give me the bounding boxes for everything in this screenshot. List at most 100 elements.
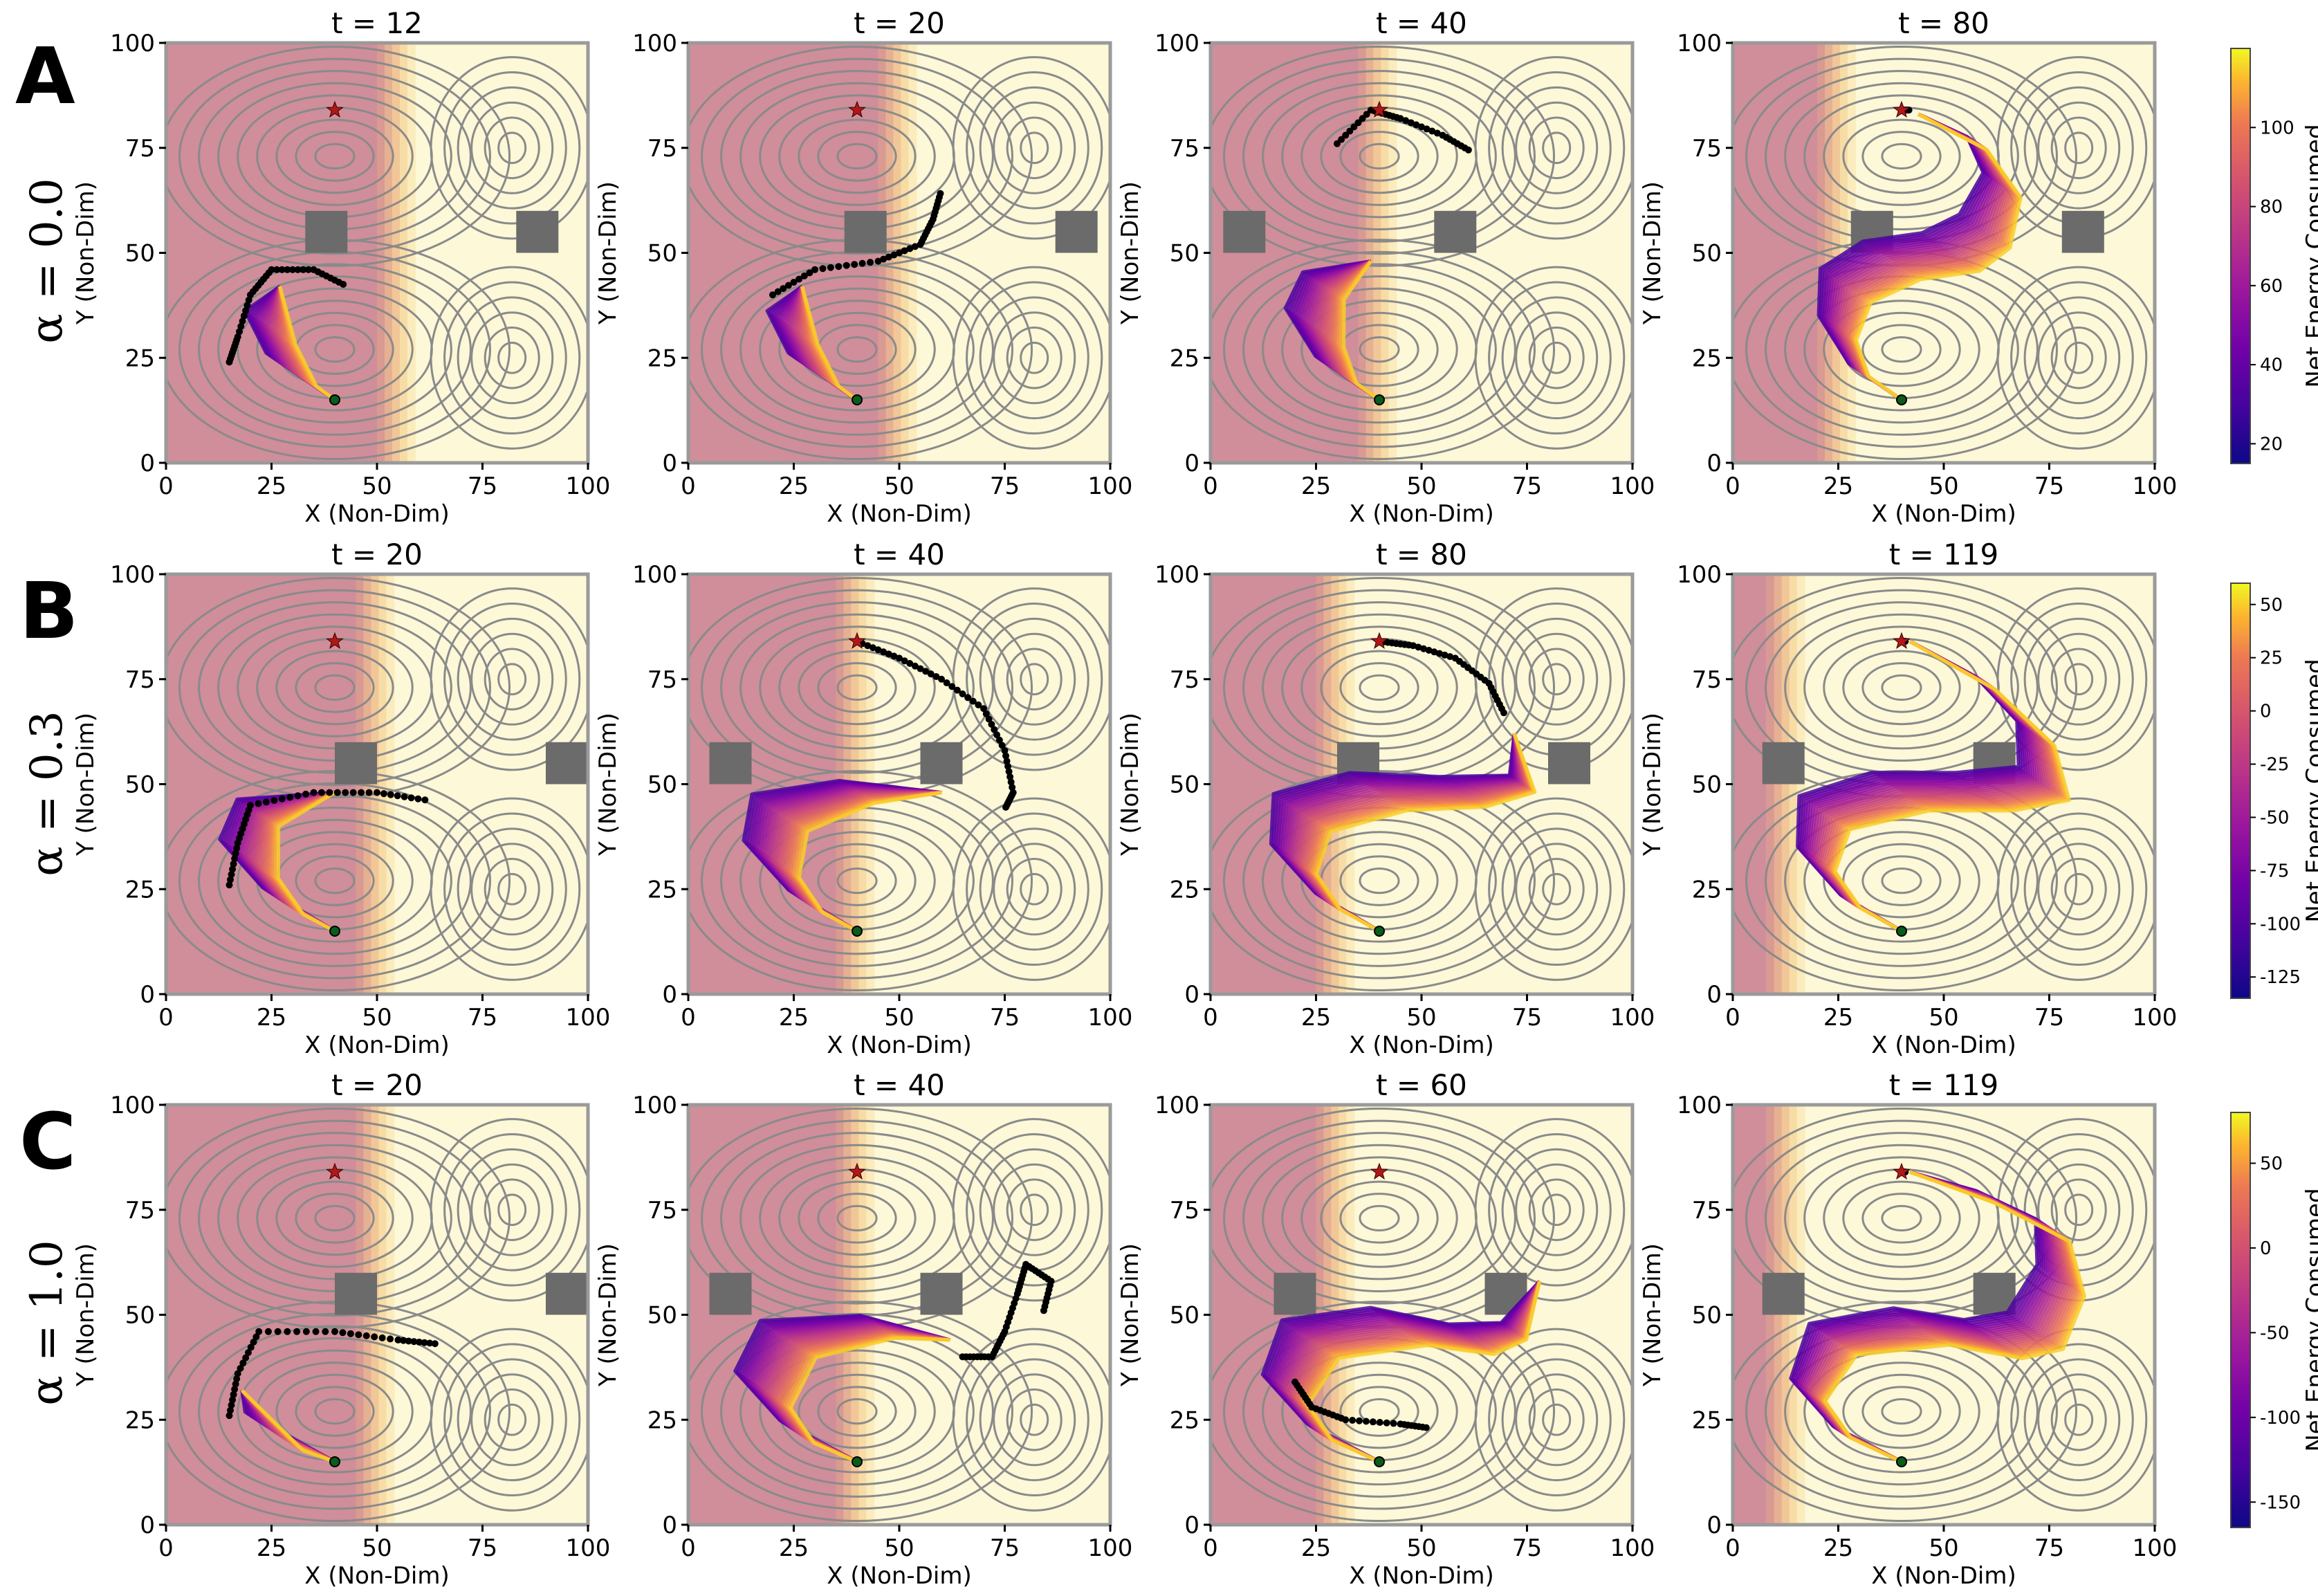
goal-marker (848, 1162, 866, 1180)
streamline (1020, 1403, 1049, 1436)
frontier-point (234, 1370, 241, 1377)
y-tick-label: 75 (1692, 135, 1722, 163)
streamline (1515, 101, 1599, 194)
start-marker (1374, 394, 1385, 405)
streamline (966, 1343, 1103, 1497)
streamline (1861, 131, 1942, 182)
x-axis-label: X (Non-Dim) (827, 1562, 971, 1590)
goal-marker (326, 1162, 344, 1180)
panel-b-1: 00 25 25 50 50 75 75 100 100 X (Non-Dim) Y (Non-Di… (72, 538, 610, 1059)
x-axis-label: X (Non-Dim) (827, 500, 971, 528)
x-tick-label: 75 (468, 473, 497, 500)
colorbar-b: -125 -100 -75 -50 -25 0 25 50 Net Energy Consume… (2230, 583, 2318, 999)
streamline (484, 648, 540, 710)
trajectory-plume (243, 285, 336, 402)
energy-shade-band (378, 1105, 387, 1525)
streamline (966, 281, 1103, 435)
x-tick-label: 50 (1406, 473, 1436, 500)
streamline (966, 812, 1103, 966)
energy-shade-region (1733, 1105, 1767, 1525)
x-tick-label: 25 (1823, 1534, 1853, 1562)
streamline (1861, 1193, 1942, 1244)
streamline (314, 1398, 356, 1425)
streamline (1501, 1148, 1612, 1272)
streamline (275, 1180, 394, 1256)
streamline (1515, 1373, 1599, 1467)
streamline (993, 632, 1076, 726)
streamlines (688, 46, 1110, 460)
frontier-point (1334, 140, 1341, 147)
streamline (1528, 1178, 1585, 1241)
x-axis-label: X (Non-Dim) (304, 1562, 449, 1590)
streamline (1881, 1204, 1922, 1231)
streamline (217, 1337, 452, 1486)
colorbar-tick-label: -125 (2260, 967, 2301, 988)
streamline (1020, 341, 1049, 374)
streamlines (166, 1108, 588, 1522)
reachable-frontier (226, 266, 347, 366)
frontier-point (911, 243, 919, 250)
goal-marker (1370, 100, 1388, 118)
streamline (484, 858, 540, 921)
trajectory-plume (240, 1388, 336, 1464)
streamline (1501, 827, 1612, 951)
energy-shade-region (1733, 43, 1817, 463)
streamline (798, 650, 917, 726)
frontier-point (885, 650, 892, 658)
x-tick-label: 75 (2034, 473, 2064, 500)
frontier-point (1425, 647, 1433, 654)
x-axis-label: X (Non-Dim) (1349, 500, 1493, 528)
frontier-point (326, 789, 333, 796)
streamline (2023, 296, 2134, 420)
streamline (314, 336, 356, 363)
frontier-point (901, 657, 908, 665)
x-tick-label: 75 (990, 1534, 1020, 1562)
trajectory (1314, 733, 1537, 933)
streamline (1515, 843, 1599, 936)
y-tick-label: 100 (1155, 561, 1199, 589)
obstacle (516, 210, 559, 253)
x-tick-label: 100 (566, 473, 611, 500)
panel-title: t = 80 (1376, 538, 1467, 571)
colorbar-gradient (2230, 583, 2251, 999)
streamline (314, 868, 356, 895)
streamline (798, 1180, 917, 1256)
streamline (817, 131, 897, 182)
streamline (966, 1132, 1103, 1287)
y-tick-label: 0 (1184, 450, 1199, 477)
colorbar-tick-label: -50 (2260, 1323, 2289, 1343)
frontier-point (362, 1332, 370, 1339)
reachable-frontier (769, 190, 944, 299)
x-tick-label: 50 (1406, 1004, 1436, 1031)
streamline (295, 662, 375, 713)
x-tick-label: 100 (1610, 473, 1655, 500)
y-axis-label: Y (Non-Dim) (1639, 713, 1666, 856)
streamline (2050, 1388, 2107, 1451)
streamline (470, 1163, 554, 1256)
frontier-point (233, 845, 241, 852)
y-tick-label: 25 (647, 345, 677, 372)
x-tick-label: 50 (884, 473, 914, 500)
panel-title: t = 40 (1376, 6, 1467, 40)
streamline (470, 843, 554, 936)
streamline (457, 1148, 567, 1272)
start-marker (1896, 394, 1907, 405)
frontier-point (293, 1328, 301, 1335)
streamline (1262, 275, 1497, 424)
streamline (1474, 266, 1632, 450)
frontier-point (405, 1337, 412, 1345)
streamline (1501, 296, 1612, 420)
frontier-point (240, 312, 248, 320)
row-label-c: C (19, 1097, 77, 1187)
streamline (484, 327, 540, 389)
frontier-point (300, 266, 307, 273)
frontier-point (232, 850, 239, 857)
streamline (314, 674, 356, 701)
streamline (1488, 1343, 1626, 1497)
panel-title: t = 40 (854, 1068, 945, 1102)
streamline (314, 143, 356, 169)
trajectory (1306, 1281, 1542, 1464)
colorbar-tick-label: 20 (2260, 434, 2283, 455)
streamline (1020, 663, 1049, 696)
y-tick-label: 50 (647, 771, 677, 799)
